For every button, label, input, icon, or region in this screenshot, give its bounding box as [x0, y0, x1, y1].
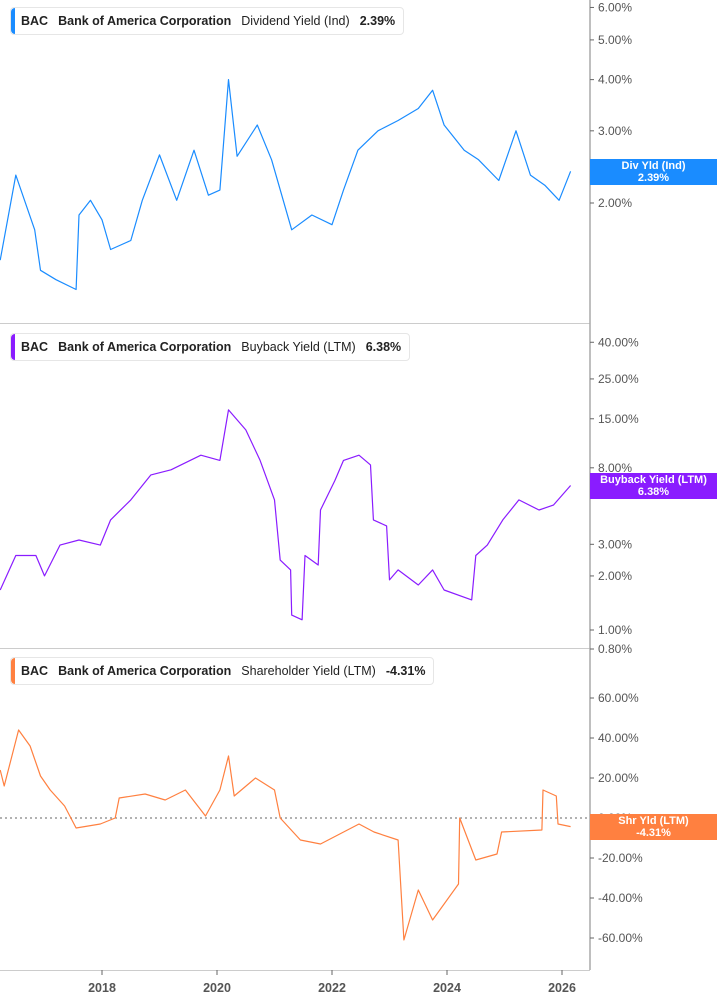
series-line-2	[0, 729, 571, 941]
legend-metric: Shareholder Yield (LTM)	[241, 664, 376, 678]
y-tick-label: 4.00%	[598, 73, 632, 87]
tag-label: Buyback Yield (LTM)	[600, 474, 707, 486]
legend-color-bar	[11, 8, 15, 34]
tag-label: Div Yld (Ind)	[621, 160, 686, 172]
legend-ticker: BAC	[21, 14, 49, 28]
legend-value: 2.39%	[359, 14, 396, 28]
y-tick-label: 2.00%	[598, 569, 632, 583]
x-tick-label: 2022	[318, 981, 346, 995]
legend-metric: Dividend Yield (Ind)	[241, 14, 350, 28]
y-tick-label: 2.00%	[598, 196, 632, 210]
x-tick-label: 2018	[88, 981, 116, 995]
y-tick-label: 3.00%	[598, 537, 632, 551]
x-tick-label: 2026	[548, 981, 576, 995]
y-tick-label: 20.00%	[598, 771, 639, 785]
legend-value: 6.38%	[365, 340, 402, 354]
tag-value: 6.38%	[637, 486, 670, 498]
legend-ticker: BAC	[21, 340, 49, 354]
y-tick-label: 3.00%	[598, 124, 632, 138]
y-tick-label: 1.00%	[598, 623, 632, 637]
legend-buyback-yield: BAC Bank of America Corporation Buyback …	[10, 333, 411, 361]
y-tick-label: 6.00%	[598, 0, 632, 14]
y-tick-label: 8.00%	[598, 461, 632, 475]
y-tick-label: 15.00%	[598, 412, 639, 426]
last-value-tag-shareholder: Shr Yld (LTM) -4.31%	[590, 814, 717, 840]
last-value-tag-dividend: Div Yld (Ind) 2.39%	[590, 159, 717, 185]
tag-value: 2.39%	[637, 172, 670, 184]
x-tick-label: 2020	[203, 981, 231, 995]
legend-company: Bank of America Corporation	[58, 664, 232, 678]
legend-value: -4.31%	[385, 664, 426, 678]
tag-value: -4.31%	[636, 827, 671, 839]
legend-metric: Buyback Yield (LTM)	[241, 340, 356, 354]
legend-color-bar	[11, 658, 15, 684]
series-line-1	[0, 409, 572, 621]
y-tick-label: 40.00%	[598, 731, 639, 745]
legend-ticker: BAC	[21, 664, 49, 678]
y-tick-label: 0.80%	[598, 642, 632, 656]
series-line-0	[0, 79, 572, 291]
y-tick-label: 25.00%	[598, 372, 639, 386]
y-tick-label: 5.00%	[598, 33, 632, 47]
y-tick-label: -40.00%	[598, 891, 643, 905]
legend-company: Bank of America Corporation	[58, 340, 232, 354]
y-tick-label: -20.00%	[598, 851, 643, 865]
legend-company: Bank of America Corporation	[58, 14, 232, 28]
y-tick-label: 60.00%	[598, 691, 639, 705]
tag-label: Shr Yld (LTM)	[618, 815, 689, 827]
legend-shareholder-yield: BAC Bank of America Corporation Sharehol…	[10, 657, 435, 685]
x-tick-label: 2024	[433, 981, 461, 995]
y-tick-label: -60.00%	[598, 931, 643, 945]
legend-color-bar	[11, 334, 15, 360]
legend-dividend-yield: BAC Bank of America Corporation Dividend…	[10, 7, 405, 35]
y-tick-label: 40.00%	[598, 335, 639, 349]
last-value-tag-buyback: Buyback Yield (LTM) 6.38%	[590, 473, 717, 499]
